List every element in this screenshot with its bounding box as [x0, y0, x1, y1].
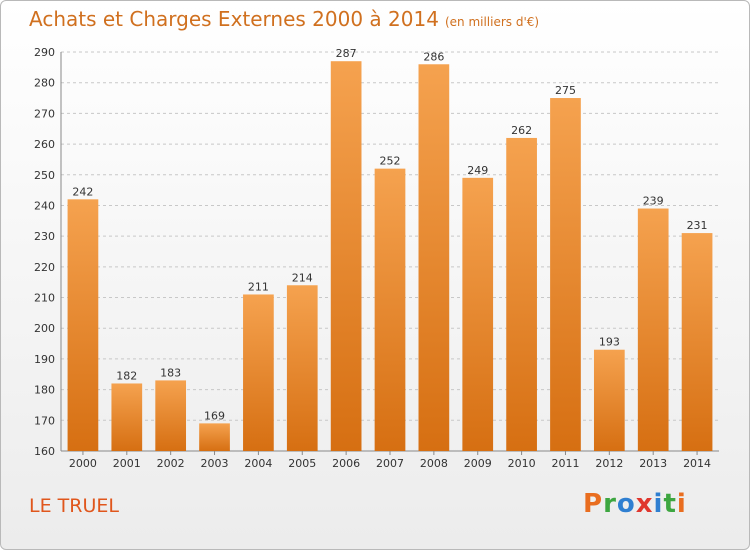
bars [67, 61, 713, 452]
bar-2002 [155, 380, 187, 451]
bar-2007 [374, 168, 406, 451]
data-label: 214 [292, 271, 313, 284]
data-label: 193 [599, 336, 620, 349]
bar-2014 [681, 233, 713, 451]
x-tick-label: 2010 [508, 457, 536, 470]
y-tick-label: 170 [34, 414, 55, 427]
data-label: 275 [555, 84, 576, 97]
bar-2009 [462, 177, 494, 452]
y-tick-label: 190 [34, 353, 55, 366]
data-label: 211 [248, 280, 269, 293]
chart-title-text: Achats et Charges Externes 2000 à 2014 [29, 7, 439, 31]
x-tick-label: 2003 [201, 457, 229, 470]
x-tick-label: 2014 [683, 457, 711, 470]
bar-2006 [330, 61, 362, 451]
x-tick-label: 2004 [244, 457, 272, 470]
x-tick-label: 2000 [69, 457, 97, 470]
x-tick-label: 2012 [595, 457, 623, 470]
bar-2003 [199, 423, 230, 451]
y-tick-label: 220 [34, 261, 55, 274]
y-tick-label: 200 [34, 322, 55, 335]
bar-2012 [593, 349, 625, 451]
data-label: 242 [72, 185, 93, 198]
data-label: 169 [204, 409, 225, 422]
bar-2000 [67, 199, 99, 451]
data-label: 231 [687, 219, 708, 232]
data-label: 252 [380, 155, 401, 168]
x-tick-label: 2002 [157, 457, 185, 470]
bar-2010 [506, 137, 537, 451]
y-tick-label: 250 [34, 169, 55, 182]
place-name: LE TRUEL [29, 495, 119, 517]
data-label: 183 [160, 366, 181, 379]
y-tick-label: 260 [34, 138, 55, 151]
y-tick-label: 280 [34, 77, 55, 90]
bar-2001 [111, 383, 143, 451]
y-tick-label: 230 [34, 230, 55, 243]
y-tick-label: 210 [34, 292, 55, 305]
bar-2008 [418, 64, 450, 452]
x-tick-label: 2011 [551, 457, 579, 470]
proxiti-logo[interactable]: Proxiti [583, 489, 687, 519]
data-label: 249 [467, 164, 488, 177]
chart-unit: (en milliers d'€) [444, 15, 540, 29]
data-label: 239 [643, 195, 664, 208]
y-tick-label: 290 [34, 46, 55, 59]
data-label: 182 [116, 369, 137, 382]
data-label: 262 [511, 124, 532, 137]
bar-2013 [637, 208, 669, 451]
labels: 242 182 183 169 211 214 287 252 286 249 262 275 193 2… [72, 47, 707, 422]
y-tick-label: 160 [34, 445, 55, 458]
bar-2004 [243, 294, 274, 451]
y-tick-label: 180 [34, 384, 55, 397]
data-label: 287 [336, 47, 357, 60]
x-tick-label: 2005 [288, 457, 316, 470]
x-tick-label: 2001 [113, 457, 141, 470]
chart-title: Achats et Charges Externes 2000 à 2014 (e… [29, 7, 539, 31]
x-tick-label: 2013 [639, 457, 667, 470]
y-tick-label: 240 [34, 199, 55, 212]
x-tick-label: 2008 [420, 457, 448, 470]
bar-2011 [550, 98, 581, 452]
bar-2005 [286, 285, 318, 451]
x-tick-label: 2006 [332, 457, 360, 470]
x-tick-label: 2009 [464, 457, 492, 470]
y-tick-label: 270 [34, 107, 55, 120]
x-tick-label: 2007 [376, 457, 404, 470]
data-label: 286 [423, 50, 444, 63]
